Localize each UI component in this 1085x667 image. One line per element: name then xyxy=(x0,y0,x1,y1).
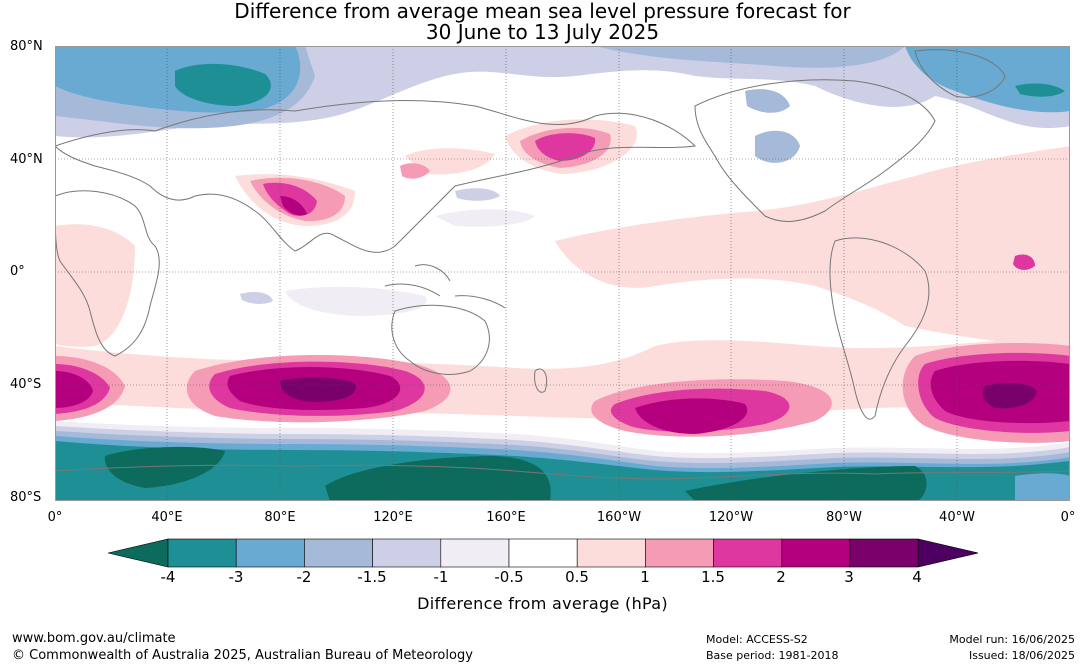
coastlines xyxy=(55,49,1070,480)
colorbar-label-1-5: 1.5 xyxy=(701,568,725,586)
lon-label-160e: 160°E xyxy=(486,510,526,525)
lat-label-0: 0° xyxy=(10,264,25,279)
colorbar-label-neg1: -1 xyxy=(433,568,449,586)
footer-model-run: Model run: 16/06/2025 xyxy=(949,633,1075,646)
footer-issued: Issued: 18/06/2025 xyxy=(968,649,1075,662)
lon-label-80e: 80°E xyxy=(264,510,296,525)
colorbar-swatch xyxy=(167,538,237,568)
colorbar-label-2: 2 xyxy=(776,568,786,586)
colorbar-swatch xyxy=(849,538,919,568)
colorbar-swatch xyxy=(372,538,442,568)
lon-label-160w: 160°W xyxy=(596,510,642,525)
footer-model: Model: ACCESS-S2 xyxy=(706,633,808,646)
tropical-negative-patches xyxy=(240,188,535,316)
colorbar-label-0-5: 0.5 xyxy=(565,568,589,586)
footer-website[interactable]: www.bom.gov.au/climate xyxy=(12,631,176,646)
lon-label-40w: 40°W xyxy=(939,510,975,525)
footer-copyright: © Commonwealth of Australia 2025, Austra… xyxy=(12,648,473,663)
map-title-line-2: 30 June to 13 July 2025 xyxy=(425,20,660,44)
footer-base-period: Base period: 1981-2018 xyxy=(706,649,839,662)
colorbar xyxy=(108,538,978,568)
colorbar-label-neg2: -2 xyxy=(296,568,312,586)
graticule xyxy=(55,46,1070,501)
lat-label-40n: 40°N xyxy=(10,152,43,167)
lat-label-40s: 40°S xyxy=(10,377,42,392)
lat-label-80s: 80°S xyxy=(10,490,42,505)
lat-label-80n: 80°N xyxy=(10,39,43,54)
lon-label-120w: 120°W xyxy=(708,510,754,525)
colorbar-label-neg3: -3 xyxy=(228,568,244,586)
southern-ocean-low-band xyxy=(55,421,1070,501)
lon-label-40e: 40°E xyxy=(151,510,183,525)
lon-label-0-right: 0° xyxy=(1060,510,1076,525)
colorbar-title: Difference from average (hPa) xyxy=(417,594,668,613)
colorbar-swatch xyxy=(508,538,578,568)
pressure-anomaly-map xyxy=(55,46,1070,501)
colorbar-label-neg0-5: -0.5 xyxy=(494,568,524,586)
colorbar-swatch xyxy=(304,538,373,568)
lon-label-80w: 80°W xyxy=(826,510,862,525)
colorbar-arrow-min xyxy=(108,538,169,568)
colorbar-swatch xyxy=(781,538,851,568)
colorbar-label-1: 1 xyxy=(640,568,650,586)
colorbar-label-4: 4 xyxy=(912,568,922,586)
colorbar-label-neg4: -4 xyxy=(160,568,176,586)
colorbar-swatch xyxy=(645,538,714,568)
colorbar-swatch xyxy=(576,538,646,568)
colorbar-swatch xyxy=(235,538,305,568)
colorbar-arrow-max xyxy=(917,538,978,568)
arctic-low-region xyxy=(55,46,1070,163)
colorbar-swatch xyxy=(440,538,510,568)
colorbar-swatch xyxy=(713,538,783,568)
map-title-line-1: Difference from average mean sea level p… xyxy=(234,0,851,23)
colorbar-label-neg1-5: -1.5 xyxy=(357,568,387,586)
positive-anomaly-cores xyxy=(55,127,1070,443)
lon-label-0-left: 0° xyxy=(47,510,63,525)
colorbar-label-3: 3 xyxy=(844,568,854,586)
lon-label-120e: 120°E xyxy=(373,510,413,525)
